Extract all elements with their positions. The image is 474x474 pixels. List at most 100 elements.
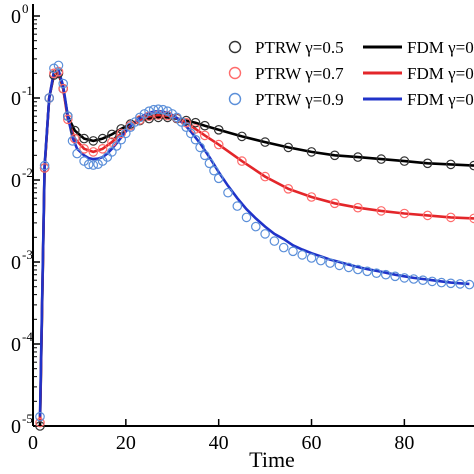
series-marker-3 [144, 106, 154, 116]
series-marker-1 [213, 125, 224, 135]
series-marker-2 [237, 156, 247, 166]
series-marker-3 [72, 148, 82, 159]
series-marker-3 [158, 104, 168, 115]
y-tick-exponent: -1 [22, 83, 33, 98]
series-marker-2 [181, 117, 191, 128]
series-marker-2 [213, 139, 224, 150]
series-marker-3 [186, 128, 196, 139]
series-marker-1 [260, 137, 270, 147]
y-tick-exponent: 0 [22, 1, 29, 16]
series-marker-3 [260, 229, 270, 239]
series-marker-2 [283, 184, 294, 194]
series-marker-2 [200, 130, 210, 141]
x-tick-label: 20 [116, 432, 136, 454]
x-tick-label: 60 [302, 432, 322, 454]
series-marker-1 [88, 136, 99, 146]
legend-marker [228, 40, 242, 54]
series-marker-3 [223, 187, 233, 198]
series-marker-3 [53, 60, 64, 71]
series-marker-3 [63, 111, 73, 121]
series-marker-3 [35, 411, 45, 422]
series-marker-3 [83, 159, 94, 170]
series-marker-3 [288, 246, 298, 257]
y-tick-label: 0 [11, 6, 21, 28]
series-marker-3 [390, 271, 400, 282]
series-marker-3 [107, 147, 117, 157]
series-marker-3 [213, 173, 224, 184]
series-marker-2 [260, 171, 270, 182]
series-marker-3 [195, 142, 205, 153]
series-marker-3 [153, 104, 164, 114]
series-marker-3 [315, 255, 326, 266]
series-marker-3 [232, 201, 243, 211]
series-marker-3 [334, 260, 345, 271]
series-marker-3 [148, 104, 159, 115]
series-line-2 [38, 69, 474, 423]
legend-line-label: FDM γ=0 [407, 38, 474, 57]
series-marker-3 [269, 236, 280, 246]
series-marker-3 [306, 253, 317, 263]
series-marker-3 [418, 275, 428, 285]
x-tick-label: 80 [394, 432, 414, 454]
series-marker-3 [139, 109, 150, 119]
series-marker-1 [97, 133, 108, 144]
series-marker-3 [67, 136, 78, 146]
legend-marker [228, 66, 242, 80]
series-marker-1 [107, 129, 117, 140]
x-tick-label: 40 [209, 432, 229, 454]
series-marker-2 [39, 163, 50, 173]
legend-marker-label: PTRW γ=0.7 [255, 64, 344, 83]
series-marker-3 [297, 250, 307, 260]
series-marker-1 [353, 152, 363, 162]
series-marker-2 [88, 147, 99, 157]
series-marker-2 [162, 110, 173, 121]
series-marker-2 [445, 212, 456, 223]
series-marker-3 [44, 93, 54, 103]
series-marker-3 [190, 134, 201, 145]
series-marker-3 [371, 268, 382, 278]
series-marker-3 [343, 262, 354, 273]
y-tick-exponent: -2 [22, 165, 33, 180]
series-marker-2 [135, 115, 145, 125]
series-marker-2 [58, 83, 68, 94]
series-marker-3 [399, 273, 410, 283]
series-marker-3 [241, 212, 252, 223]
series-marker-2 [35, 417, 45, 428]
series-marker-2 [353, 202, 363, 213]
legend-marker-label: PTRW γ=0.5 [255, 38, 344, 57]
x-tick-label: 0 [28, 432, 38, 454]
y-tick-label: 0 [11, 252, 21, 274]
series-marker-1 [376, 154, 386, 164]
series-marker-3 [427, 276, 437, 287]
series-marker-2 [399, 208, 410, 219]
y-tick-exponent: -3 [22, 247, 33, 262]
series-line-1 [38, 71, 474, 427]
series-marker-3 [436, 277, 447, 288]
series-marker-2 [97, 144, 108, 154]
series-marker-3 [121, 128, 131, 139]
legend-line-label: FDM γ=0 [407, 90, 474, 109]
series-line-3 [38, 68, 470, 417]
series-marker-2 [422, 210, 433, 221]
series-marker-1 [329, 150, 340, 161]
y-tick-label: 0 [11, 334, 21, 356]
series-marker-1 [79, 133, 89, 144]
y-tick-label: 0 [11, 416, 21, 438]
series-marker-2 [63, 114, 73, 125]
series-marker-3 [111, 141, 122, 151]
ticks: 0 20 40 60 800 00 -10 -20 -30 -40 -5 [11, 1, 414, 454]
series-marker-3 [116, 134, 126, 145]
series-marker-1 [306, 147, 317, 157]
series-marker-2 [376, 206, 386, 216]
series-marker-2 [329, 198, 340, 209]
series-marker-3 [162, 106, 173, 116]
series-marker-1 [237, 131, 247, 142]
series-marker-1 [200, 120, 210, 131]
x-axis-title: Time [249, 447, 295, 472]
series-marker-2 [70, 133, 80, 144]
series-marker-3 [58, 78, 68, 89]
y-tick-label: 0 [11, 170, 21, 192]
series-marker-1 [190, 117, 201, 128]
series-marker-2 [306, 192, 317, 202]
series-marker-2 [116, 128, 126, 139]
